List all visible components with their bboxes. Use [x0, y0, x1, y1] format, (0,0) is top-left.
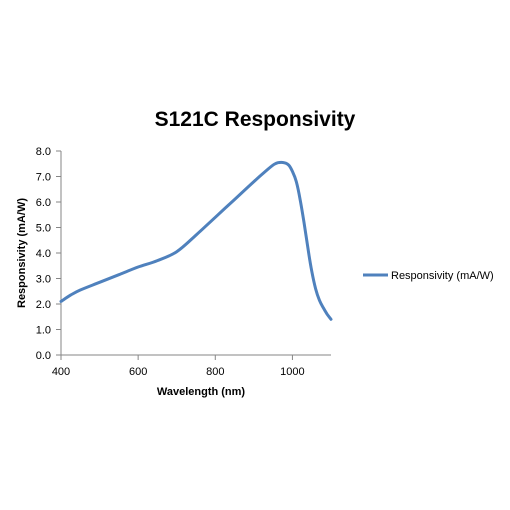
y-tick-label: 1.0	[36, 325, 51, 337]
chart-title: S121C Responsivity	[154, 108, 356, 131]
legend-label: Responsivity (mA/W)	[391, 270, 494, 282]
x-tick-label: 400	[52, 366, 70, 378]
x-tick-label: 800	[206, 366, 224, 378]
y-tick-label: 3.0	[36, 274, 51, 286]
x-axis-title: Wavelength (nm)	[157, 386, 246, 398]
y-tick-label: 4.0	[36, 248, 51, 260]
y-axis-title: Responsivity (mA/W)	[16, 198, 28, 308]
series-line-responsivity	[59, 160, 333, 321]
y-tick-label: 2.0	[36, 299, 51, 311]
y-tick-label: 8.0	[36, 146, 51, 158]
y-tick-label: 5.0	[36, 223, 51, 235]
y-tick-label: 0.0	[36, 350, 51, 362]
y-tick-label: 6.0	[36, 197, 51, 209]
x-tick-label: 600	[129, 366, 147, 378]
x-tick-label: 1000	[280, 366, 304, 378]
y-tick-label: 7.0	[36, 172, 51, 184]
